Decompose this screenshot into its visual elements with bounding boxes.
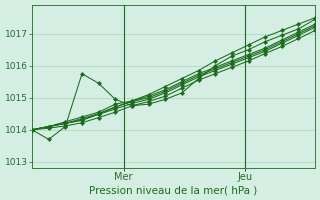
X-axis label: Pression niveau de la mer( hPa ): Pression niveau de la mer( hPa ) (90, 185, 258, 195)
